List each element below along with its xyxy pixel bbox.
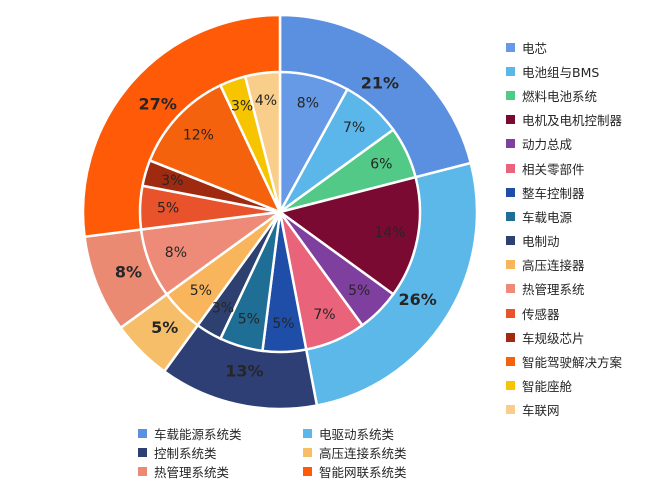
legend-label: 传感器: [522, 306, 560, 322]
legend-label: 车载能源系统类: [154, 427, 242, 442]
legend-label: 车载电源: [522, 209, 573, 225]
inner-ring-slice-16: [243, 70, 282, 213]
inner-ring-label-14: 12%: [183, 127, 214, 143]
legend-swatch: [138, 467, 147, 476]
inner-ring-label-2: 7%: [343, 120, 365, 136]
legend-swatch: [506, 332, 515, 342]
inner-legend-item: 电机及电机控制器: [506, 108, 622, 132]
inner-legend-item: 热管理系统: [506, 277, 622, 301]
legend-swatch: [506, 163, 515, 173]
inner-ring-label-13: 3%: [161, 173, 183, 189]
legend-swatch: [506, 187, 515, 197]
inner-ring-legend: 电芯电池组与BMS 燃料电池系统电机及电机控制器 动力总成相关零部件整车控制器车载电…: [506, 35, 622, 422]
inner-legend-item: 传感器: [506, 301, 622, 325]
legend-label: 控制系统类: [154, 446, 217, 461]
outer-legend-item: 智能网联系统类: [303, 463, 468, 480]
outer-legend-item: 电驱动系统类: [303, 425, 468, 442]
inner-ring-label-10: 5%: [190, 283, 212, 299]
inner-ring-label-12: 5%: [157, 201, 179, 217]
legend-swatch: [506, 236, 515, 246]
outer-ring: [81, 13, 479, 411]
outer-legend-item: 热管理系统类: [138, 463, 303, 480]
legend-swatch: [506, 115, 515, 125]
legend-label: 电制动: [522, 234, 560, 250]
legend-swatch: [506, 42, 515, 52]
legend-swatch: [303, 448, 312, 457]
legend-swatch: [506, 284, 515, 294]
inner-ring-label-6: 7%: [313, 307, 335, 323]
outer-legend-item: 车载能源系统类: [138, 425, 303, 442]
inner-ring-slice-14: [148, 83, 283, 215]
inner-legend-item: 智能座舱: [506, 374, 622, 398]
legend-swatch: [506, 308, 515, 318]
legend-label: 整车控制器: [522, 185, 585, 201]
inner-ring-label-11: 8%: [165, 245, 187, 261]
inner-legend-item: 整车控制器: [506, 180, 622, 204]
inner-legend-item: 电池组与BMS: [506, 59, 622, 83]
legend-swatch: [303, 467, 312, 476]
inner-ring-slice-4: [277, 175, 422, 297]
inner-ring-label-3: 6%: [370, 156, 392, 172]
outer-legend-item: 高压连接系统类: [303, 444, 468, 461]
inner-ring-label-16: 4%: [255, 93, 277, 109]
inner-ring-label-7: 5%: [272, 316, 294, 332]
outer-ring-label-1: 21%: [361, 74, 399, 93]
inner-ring-label-9: 3%: [212, 300, 234, 316]
outer-ring-label-6: 27%: [139, 95, 177, 114]
inner-legend-item: 电芯: [506, 35, 622, 59]
legend-label: 燃料电池系统: [522, 88, 598, 104]
inner-legend-item: 智能驾驶解决方案: [506, 349, 622, 373]
inner-ring-label-15: 3%: [231, 99, 253, 115]
inner-legend-item: 车联网: [506, 398, 622, 422]
outer-ring-legend: 车载能源系统类 电驱动系统类控制系统类 高压连接系统类热管理系统类 智能网联系统类: [138, 425, 468, 480]
inner-ring-label-4: 14%: [374, 225, 405, 241]
legend-swatch: [303, 429, 312, 438]
outer-ring-label-3: 13%: [225, 362, 263, 381]
legend-label: 热管理系统类: [154, 465, 230, 480]
inner-legend-item: 相关零部件: [506, 156, 622, 180]
legend-label: 热管理系统: [522, 282, 585, 298]
legend-label: 高压连接器: [522, 258, 585, 274]
legend-swatch: [138, 448, 147, 457]
legend-label: 智能网联系统类: [319, 465, 407, 480]
legend-swatch: [506, 260, 515, 270]
legend-label: 电池组与BMS: [522, 64, 600, 80]
outer-legend-item: 控制系统类: [138, 444, 303, 461]
legend-label: 电芯: [522, 40, 548, 56]
inner-legend-item: 动力总成: [506, 132, 622, 156]
legend-swatch: [506, 90, 515, 100]
legend-label: 相关零部件: [522, 161, 585, 177]
legend-swatch: [506, 66, 515, 76]
legend-swatch: [506, 139, 515, 149]
legend-label: 动力总成: [522, 137, 573, 153]
outer-ring-labels: 21% 26% 13% 5% 8% 27%: [115, 74, 437, 381]
inner-ring: [138, 70, 422, 354]
legend-label: 车联网: [522, 403, 560, 419]
inner-ring-label-8: 5%: [238, 312, 260, 328]
legend-swatch: [138, 429, 147, 438]
inner-legend-item: 车规级芯片: [506, 325, 622, 349]
legend-label: 车规级芯片: [522, 330, 585, 346]
inner-ring-labels: 8%7%6%14%5%7%5%5%3%5%8%5%3%12%3% 4%: [157, 93, 406, 332]
legend-swatch: [506, 405, 515, 415]
legend-label: 高压连接系统类: [319, 446, 407, 461]
legend-label: 智能驾驶解决方案: [522, 355, 623, 371]
legend-swatch: [506, 357, 515, 367]
inner-legend-item: 电制动: [506, 229, 622, 253]
outer-ring-label-4: 5%: [151, 318, 178, 337]
inner-legend-item: 车载电源: [506, 204, 622, 228]
inner-legend-item: 燃料电池系统: [506, 83, 622, 107]
legend-label: 智能座舱: [522, 379, 573, 395]
legend-label: 电驱动系统类: [319, 427, 395, 442]
legend-label: 电机及电机控制器: [522, 113, 623, 129]
legend-swatch: [506, 211, 515, 221]
inner-legend-item: 高压连接器: [506, 253, 622, 277]
outer-ring-label-5: 8%: [115, 263, 142, 282]
inner-ring-label-5: 5%: [348, 283, 370, 299]
inner-ring-label-1: 8%: [297, 96, 319, 112]
outer-ring-label-2: 26%: [398, 290, 436, 309]
legend-swatch: [506, 381, 515, 391]
